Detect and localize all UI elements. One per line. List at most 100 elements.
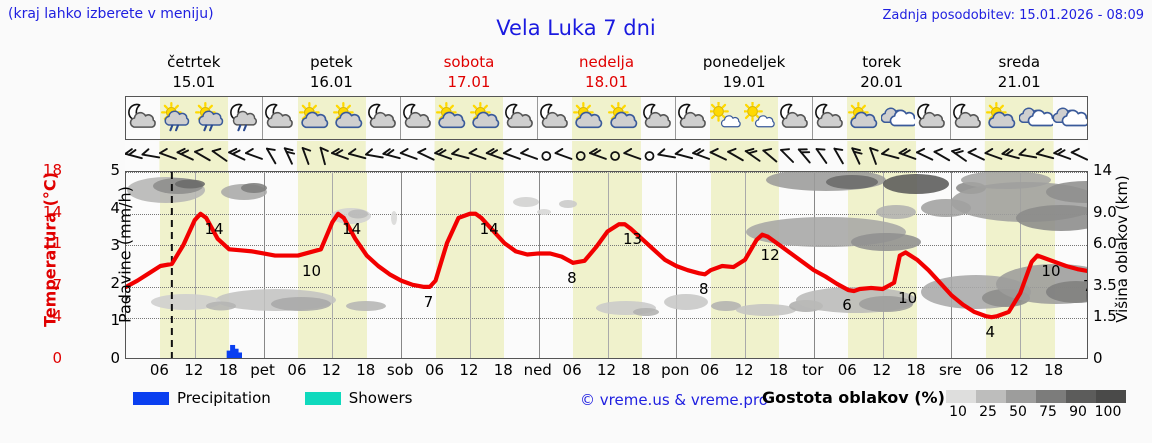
cloud-icon [1052,102,1087,134]
cloud-density-scale [946,390,1126,403]
x-tick-label-14: 18 [631,361,651,379]
x-tick-label-4: 06 [287,361,307,379]
page-title: Vela Luka 7 dni [496,16,656,40]
sun-cloud-icon [469,102,503,134]
copyright-link[interactable]: © vreme.us & vreme.pro [580,391,768,409]
x-tick-label-23: sre [938,361,962,379]
last-update-text: Zadnja posodobitev: 15.01.2026 - 08:09 [882,8,1144,23]
sun-cloud-rain-icon [160,102,194,134]
day-date: 16.01 [309,73,353,91]
x-tick-label-0: 06 [149,361,169,379]
weather-icon-cell [263,97,297,139]
moon-cloud-icon [813,102,847,134]
weather-icon-cell [297,97,332,139]
cloud-density-step-label-3: 75 [1039,404,1057,420]
day-date: 21.01 [997,73,1041,91]
temperature-value-label: 7 [126,293,130,311]
temperature-value-label: 13 [622,230,643,249]
x-tick-label-22: 18 [906,361,926,379]
weather-icon-strip [125,96,1088,140]
temperature-tick-4: 4 [52,307,62,326]
sun-cloud-rain-icon [194,102,228,134]
x-axis-tick-labels: 06 12 18 pet 06 12 18 sob 06 12 18 ned 06 12 18 pon 06 12… [125,361,1088,381]
temperature-value-label: 6 [842,296,852,315]
weather-icon-cell [915,97,949,139]
temperature-value-label: 10 [301,261,322,280]
moon-cloud-icon [641,102,675,134]
moon-cloud-icon [366,102,400,134]
icon-day-group-7 [951,97,1087,139]
precipitation-legend: Precipitation Showers [133,389,438,407]
icon-day-group-3 [401,97,539,139]
cloud-density-scale-labels: 10 25 50 75 90 100 [946,404,1146,422]
sun-cloud-icon [435,102,469,134]
temperature-value-label: 8 [567,268,577,287]
day-header-row: četrtek 15.01 petek 16.01 sobota 17.01 nedelja… [125,52,1088,94]
x-tick-label-12: 06 [562,361,582,379]
day-separator [401,172,403,358]
day-header-7: sreda 21.01 [950,52,1088,94]
moon-cloud-icon [676,102,710,134]
x-tick-label-25: 12 [1009,361,1029,379]
weather-icon-cell [847,97,882,139]
weather-icon-cell [503,97,537,139]
cloud-height-tick-1: 9.0 [1093,202,1117,221]
day-separator [951,172,953,358]
weather-icon-cell [469,97,504,139]
weather-icon-cell [813,97,847,139]
cloud-icon [881,102,916,134]
day-separator [538,172,540,358]
cloud-density-step-label-2: 50 [1009,404,1027,420]
sun-small-cloud-icon [743,102,778,134]
cloud-density-swatch-5 [1096,390,1126,403]
x-tick-label-20: 06 [837,361,857,379]
temperature-value-label: 14 [479,219,499,238]
weather-icon-cell [434,97,470,139]
temperature-curve [126,211,1087,320]
temperature-tick-2: 11 [42,234,62,253]
weather-icon-cell [743,97,779,139]
icon-day-group-6 [813,97,951,139]
temperature-value-label: 14 [204,219,224,238]
noon-gridline [332,172,334,358]
x-tick-label-11: ned [523,361,552,379]
moon-cloud-icon [778,102,812,134]
x-tick-label-21: 12 [872,361,892,379]
weather-icon-cell [676,97,710,139]
temperature-value-label: 7 [423,292,434,311]
temperature-value-label: 7 [1083,277,1087,295]
cloud-height-tick-4: 1.5 [1093,307,1117,326]
menu-hint-text: (kraj lahko izberete v meniju) [8,6,214,22]
day-separator [813,172,815,358]
day-header-1: četrtek 15.01 [125,52,263,94]
x-tick-label-5: 12 [321,361,341,379]
sun-cloud-icon [572,102,606,134]
x-tick-label-1: 12 [184,361,204,379]
moon-cloud-icon [126,102,160,134]
weather-icon-cell [1018,97,1053,139]
wind-barbs [124,141,1089,171]
x-tick-label-3: pet [250,361,275,379]
noon-gridline [882,172,884,358]
moon-cloud-icon [538,102,572,134]
showers-legend-label: Showers [348,389,413,407]
x-tick-label-18: 18 [768,361,788,379]
legend-entry-precipitation: Precipitation [133,389,271,407]
cloud-height-tick-2: 6.0 [1093,234,1117,253]
horizontal-gridline [126,172,1087,173]
weather-icon-cell [126,97,160,139]
sun-cloud-icon [607,102,641,134]
precipitation-axis-ticks: 5 4 3 2 1 0 [96,160,120,367]
precipitation-tick-4: 1 [110,311,120,330]
cloud-density-swatch-4 [1066,390,1096,403]
sun-cloud-icon [985,102,1019,134]
weather-icon-cell [881,97,916,139]
noon-gridline [607,172,609,358]
weather-icon-cell [572,97,607,139]
sun-cloud-icon [847,102,881,134]
x-tick-label-8: 06 [424,361,445,379]
noon-gridline [194,172,196,358]
noon-gridline [745,172,747,358]
precipitation-legend-label: Precipitation [177,389,271,407]
horizontal-gridline [126,213,1087,215]
